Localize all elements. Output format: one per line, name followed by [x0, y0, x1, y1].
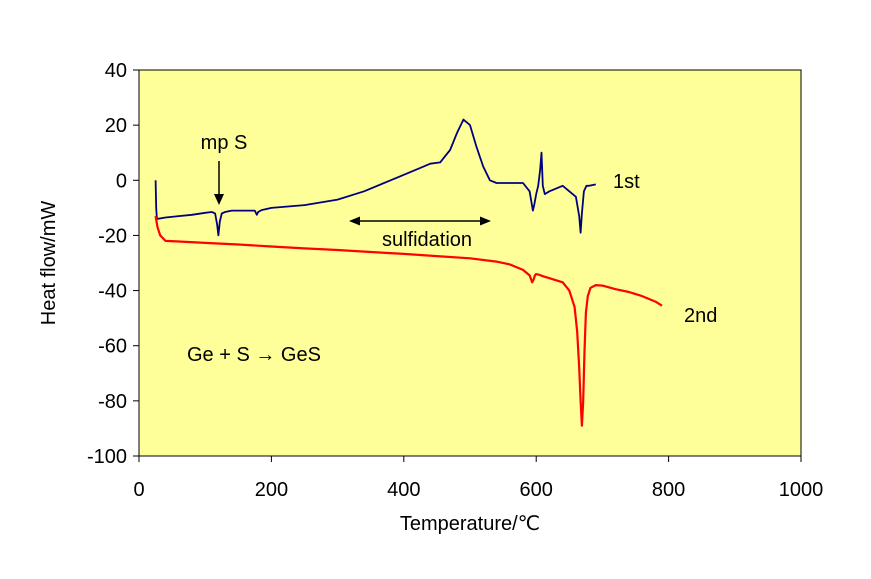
- sulfidation-arrow: [349, 216, 491, 226]
- y-tick-label: 40: [105, 60, 127, 82]
- y-tick-label: 20: [105, 115, 127, 137]
- x-tick-label: 400: [387, 479, 420, 501]
- y-tick-label: -20: [98, 225, 127, 247]
- x-tick-label: 1000: [779, 479, 824, 501]
- mp-s-annotation: mp S: [201, 132, 248, 154]
- x-tick-label: 600: [520, 479, 553, 501]
- x-tick-label: 800: [652, 479, 685, 501]
- y-tick-label: -60: [98, 336, 127, 358]
- series-group: [154, 118, 663, 427]
- x-axis-title: Temperature/℃: [400, 513, 540, 535]
- reaction-annotation: Ge + S → GeS: [187, 344, 321, 366]
- y-tick-label: -100: [87, 446, 127, 468]
- series-label-1st: 1st: [613, 171, 640, 193]
- y-axis-title: Heat flow/mW: [38, 201, 60, 326]
- x-tick-label: 200: [255, 479, 288, 501]
- series-line-1: [154, 118, 596, 237]
- x-axis: 0 200 400 600 800 1000: [133, 456, 823, 501]
- series-label-2nd: 2nd: [684, 305, 717, 327]
- y-tick-label: 0: [116, 170, 127, 192]
- y-axis: -100 -80 -60 -40 -20 0 20 40: [87, 60, 139, 468]
- sulfidation-annotation: sulfidation: [382, 229, 472, 251]
- y-tick-label: -40: [98, 281, 127, 303]
- mp-s-arrow: [214, 161, 224, 205]
- series-line-2: [154, 215, 663, 427]
- y-tick-label: -80: [98, 391, 127, 413]
- plot-area: [138, 69, 802, 457]
- x-tick-label: 0: [133, 479, 144, 501]
